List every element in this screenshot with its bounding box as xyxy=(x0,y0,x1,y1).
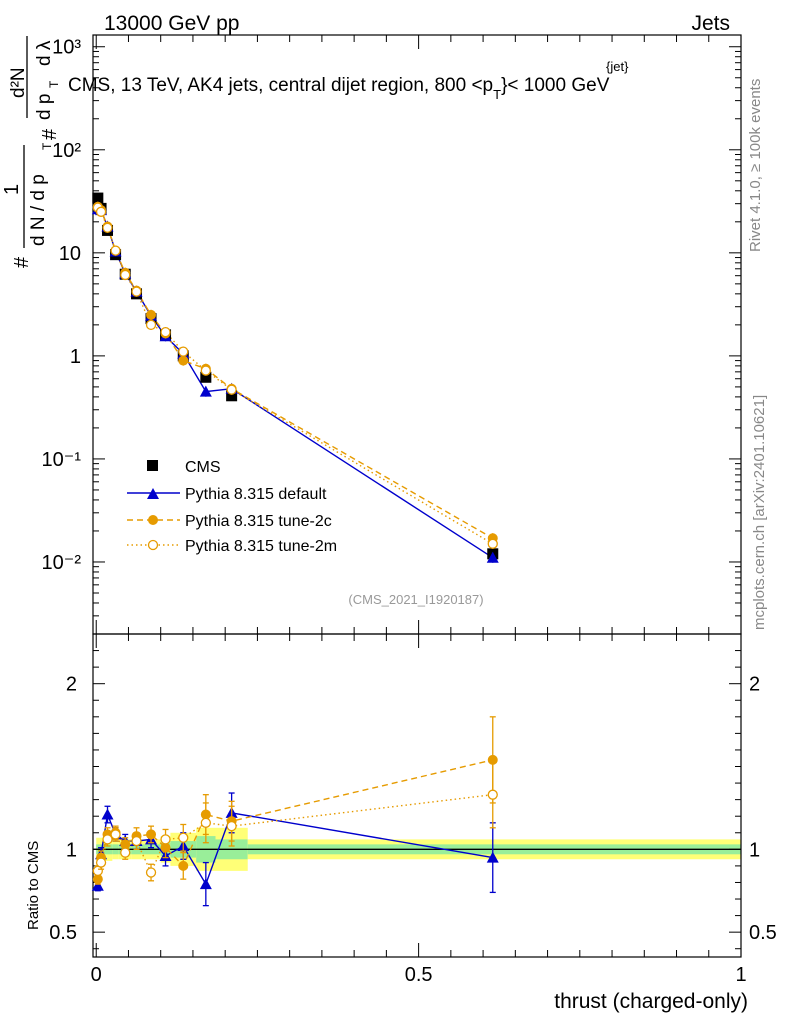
main-title: CMS, 13 TeV, AK4 jets, central dijet reg… xyxy=(68,75,610,102)
ratio-tune2m-point xyxy=(102,834,113,845)
tune2m-point xyxy=(102,222,113,233)
tune2m-point xyxy=(200,365,211,376)
x-tick-label: 0.5 xyxy=(405,964,433,986)
x-tick-label: 0 xyxy=(91,964,102,986)
ratio-tune2c-point xyxy=(146,829,157,840)
upper-y-label: # 1 d N / d p T # d²N d p T d λ xyxy=(1,36,61,268)
lower-y-tick-label: 1 xyxy=(66,839,77,861)
ratio-tune2m-point xyxy=(487,789,498,800)
legend-marker-default xyxy=(147,488,159,499)
upper-line-default xyxy=(97,208,494,559)
ratio-line-tune-2c xyxy=(97,759,493,880)
ratio-tune2m-point xyxy=(178,832,189,843)
ratio-line-default xyxy=(97,811,493,886)
x-tick-label: 1 xyxy=(735,964,746,986)
upper-y-tick-label: 1 xyxy=(70,346,81,368)
ratio-tune2m-point xyxy=(145,867,157,878)
ylabel-dN: d N / d p xyxy=(28,174,49,246)
ratio-tune2c-point xyxy=(178,860,189,871)
ylabel-one: 1 xyxy=(1,184,23,195)
legend-label-tune2m: Pythia 8.315 tune-2m xyxy=(185,538,337,555)
tune2m-point xyxy=(487,538,498,549)
ratio-tune2c-point xyxy=(487,754,498,765)
tune2c-point xyxy=(178,355,189,366)
ratio-tune2m-point xyxy=(110,829,121,840)
analysis-watermark: (CMS_2021_I1920187) xyxy=(348,592,483,607)
mcplots-label: mcplots.cern.ch [arXiv:2401.10621] xyxy=(751,395,768,630)
x-axis-label: thrust (charged-only) xyxy=(554,990,748,1013)
ratio-default-point xyxy=(91,879,104,891)
ratio-tune2m-point xyxy=(131,835,142,847)
ylabel-dpT: d p xyxy=(34,94,55,120)
ylabel-d2N: d²N xyxy=(8,67,29,98)
ylabel-hash2: # xyxy=(39,128,61,140)
title-sup: {jet} xyxy=(606,59,629,74)
legend: CMS Pythia 8.315 default Pythia 8.315 tu… xyxy=(127,459,337,555)
legend-marker-tune2m xyxy=(147,539,159,551)
tune2c-point xyxy=(146,309,157,320)
lower-y-tick-label-right: 0.5 xyxy=(749,922,777,944)
legend-label-tune2c: Pythia 8.315 tune-2c xyxy=(185,513,332,530)
lower-panel: 0.5 0.51 12 20 0.5 1 xyxy=(49,633,777,986)
lower-y-tick-label: 0.5 xyxy=(49,922,77,944)
ratio-tune2m-point xyxy=(160,834,171,845)
ratio-default-point xyxy=(199,878,212,890)
ylabel-dlam: d λ xyxy=(34,40,55,66)
upper-y-tick-label: 10⁻² xyxy=(42,552,82,574)
tune2m-point xyxy=(131,286,142,297)
ratio-tune2m-point xyxy=(226,820,237,832)
ratio-tune2m-point xyxy=(200,817,211,828)
cms-point xyxy=(200,371,212,383)
legend-marker-tune2c xyxy=(148,515,158,525)
legend-marker-cms xyxy=(147,460,158,471)
tune2m-point xyxy=(226,384,237,395)
lower-y-tick-label-right: 2 xyxy=(749,674,760,696)
lower-frame xyxy=(92,633,742,958)
default-point xyxy=(199,385,212,397)
title-end: }< 1000 GeV xyxy=(501,75,610,96)
tune2m-point xyxy=(145,319,157,331)
upper-y-tick-label: 10² xyxy=(52,140,81,162)
tune2m-point xyxy=(120,269,131,281)
ratio-default-point xyxy=(486,851,499,863)
default-point xyxy=(486,551,499,563)
ylabel-Tsub: T xyxy=(47,80,61,88)
ratio-tune2m-point xyxy=(95,857,107,868)
lower-y-tick-label: 2 xyxy=(66,674,77,696)
ratio-default-point xyxy=(101,808,114,820)
legend-label-cms: CMS xyxy=(185,459,221,476)
lower-y-tick-label-right: 1 xyxy=(749,839,760,861)
upper-y-tick-label: 10 xyxy=(59,243,81,265)
ylabel-T: T xyxy=(40,142,54,150)
rivet-version-label: Rivet 4.1.0, ≥ 100k events xyxy=(747,79,764,252)
upper-panel: 10³ 10² 10 1 10⁻¹ 10⁻² xyxy=(42,34,742,635)
tune2m-point xyxy=(160,326,171,338)
title-main: CMS, 13 TeV, AK4 jets, central dijet reg… xyxy=(68,75,493,96)
jets-label: Jets xyxy=(691,12,730,35)
cms-point xyxy=(226,390,238,402)
tune2m-point xyxy=(110,245,121,256)
energy-label: 13000 GeV pp xyxy=(104,12,239,35)
legend-label-default: Pythia 8.315 default xyxy=(185,486,327,503)
tune2m-point xyxy=(178,346,189,357)
upper-y-tick-label: 10⁻¹ xyxy=(42,449,82,471)
cms-point xyxy=(92,192,104,204)
ratio-y-label: Ratio to CMS xyxy=(25,841,42,930)
ratio-tune2c-point xyxy=(120,839,131,850)
ylabel-hash1: # xyxy=(11,256,33,268)
title-sub: T xyxy=(493,87,501,102)
tune2m-point xyxy=(95,206,107,217)
ratio-tune2m-point xyxy=(120,847,131,858)
upper-y-tick-label: 10³ xyxy=(52,37,81,59)
ratio-tune2c-point xyxy=(92,874,103,885)
